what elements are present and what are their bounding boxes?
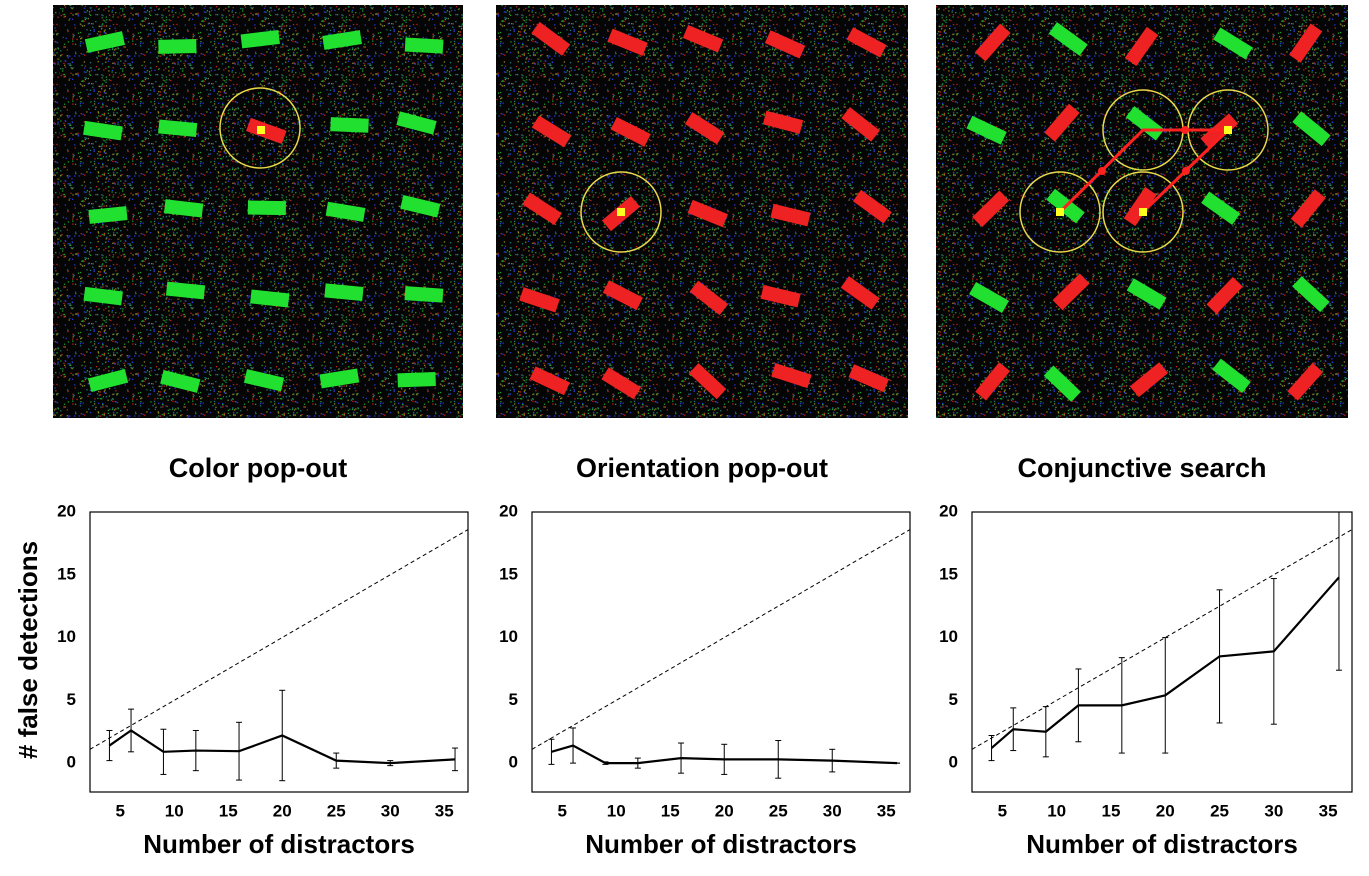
- x-tick-label: 20: [273, 801, 292, 820]
- chart-title: Orientation pop-out: [576, 453, 828, 483]
- plot-area: [90, 530, 468, 781]
- x-tick-label: 25: [327, 801, 346, 820]
- page: {"chart_data": [ {"type": "line", "title…: [0, 0, 1369, 876]
- x-tick-label: 35: [877, 801, 896, 820]
- chart: Orientation pop-out 0 5 10 15 20 5 10 15 20 25 30 35…: [499, 453, 910, 859]
- y-tick-label: 10: [939, 627, 958, 646]
- reference-line: [532, 530, 910, 750]
- scan-dot: [1182, 167, 1190, 175]
- reference-line: [90, 530, 468, 750]
- y-tick-label: 15: [939, 564, 958, 583]
- x-tick-label: 5: [998, 801, 1007, 820]
- x-tick-label: 35: [1319, 801, 1338, 820]
- scan-dot: [1181, 126, 1189, 134]
- x-tick-label: 20: [1156, 801, 1175, 820]
- x-tick-label: 5: [558, 801, 567, 820]
- scan-dot: [1098, 167, 1106, 175]
- y-tick-label: 0: [509, 753, 518, 772]
- x-axis-label: Number of distractors: [1026, 829, 1298, 859]
- fixation-marker: [1224, 126, 1232, 134]
- y-tick-label: 20: [499, 501, 518, 520]
- chart-title: Color pop-out: [169, 453, 347, 483]
- stimulus-bar: [405, 286, 444, 303]
- fixation-marker: [257, 126, 265, 134]
- chart: Color pop-out 0 5 10 15 20 5 10 15 20 25 30 35 Number…: [13, 453, 468, 859]
- y-tick-label: 0: [67, 753, 76, 772]
- plot-frame: [90, 512, 468, 792]
- x-tick-label: 30: [1264, 801, 1283, 820]
- fixation-marker: [617, 208, 625, 216]
- y-tick-label: 0: [949, 753, 958, 772]
- x-tick-label: 20: [715, 801, 734, 820]
- y-tick-label: 20: [57, 501, 76, 520]
- x-tick-label: 15: [219, 801, 238, 820]
- y-tick-label: 10: [57, 627, 76, 646]
- stimulus-bar: [248, 201, 286, 216]
- figure: Color pop-out 0 5 10 15 20 5 10 15 20 25 30 35 Number…: [0, 0, 1369, 876]
- y-tick-label: 10: [499, 627, 518, 646]
- stimulus-panel: [53, 5, 463, 418]
- x-tick-label: 15: [661, 801, 680, 820]
- x-tick-label: 25: [769, 801, 788, 820]
- y-tick-label: 5: [949, 690, 958, 709]
- x-tick-label: 25: [1210, 801, 1229, 820]
- y-tick-label: 15: [499, 564, 518, 583]
- fixation-marker: [1139, 208, 1147, 216]
- x-axis-label: Number of distractors: [585, 829, 857, 859]
- fixation-marker: [1056, 208, 1064, 216]
- stimulus-bar: [158, 39, 196, 54]
- y-tick-label: 5: [67, 690, 76, 709]
- x-tick-label: 30: [823, 801, 842, 820]
- x-axis-label: Number of distractors: [143, 829, 415, 859]
- stimulus-panel: [496, 5, 908, 418]
- stimulus-bar: [330, 117, 369, 133]
- plot-area: [532, 530, 910, 779]
- y-tick-label: 15: [57, 564, 76, 583]
- x-tick-label: 30: [381, 801, 400, 820]
- y-tick-label: 20: [939, 501, 958, 520]
- reference-line: [972, 530, 1352, 750]
- x-tick-label: 35: [435, 801, 454, 820]
- x-tick-label: 5: [116, 801, 125, 820]
- y-tick-label: 5: [509, 690, 518, 709]
- x-tick-label: 10: [607, 801, 626, 820]
- chart-title: Conjunctive search: [1017, 453, 1266, 483]
- x-tick-label: 15: [1102, 801, 1121, 820]
- chart: Conjunctive search 0 5 10 15 20 5 10 15 20 25 30 35 N…: [939, 453, 1352, 859]
- y-axis-label: # false detections: [13, 541, 43, 759]
- stimulus-bar: [405, 37, 444, 53]
- x-tick-label: 10: [165, 801, 184, 820]
- plot-area: [972, 484, 1352, 760]
- stimulus-bar: [397, 372, 435, 387]
- plot-frame: [972, 512, 1352, 792]
- x-tick-label: 10: [1047, 801, 1066, 820]
- plot-frame: [532, 512, 910, 792]
